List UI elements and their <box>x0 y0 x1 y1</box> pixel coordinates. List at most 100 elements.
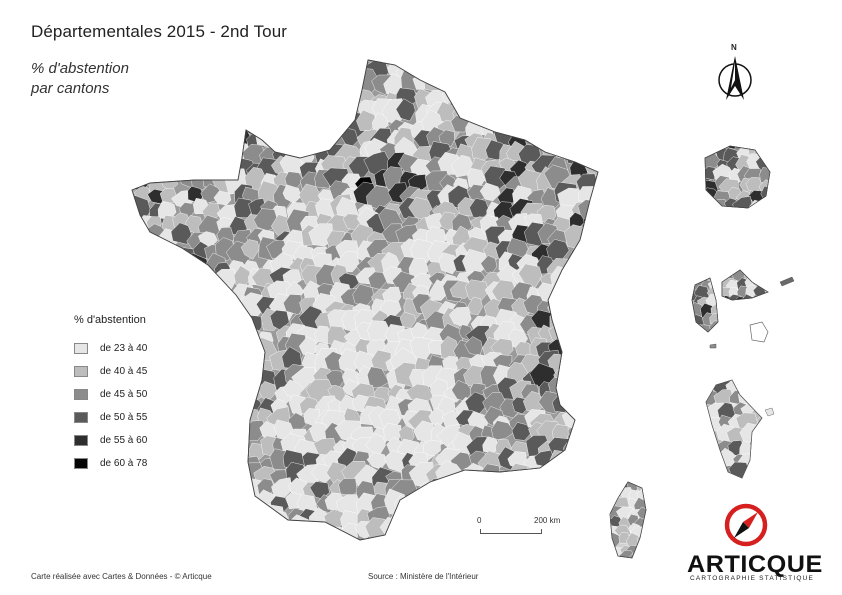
canton-cell <box>438 129 455 148</box>
canton-cell <box>551 131 572 155</box>
canton-cell <box>173 60 195 65</box>
canton-cell <box>189 71 211 92</box>
canton-cell <box>718 312 733 325</box>
canton-cell <box>237 507 262 531</box>
canton-cell <box>144 493 166 513</box>
canton-cell <box>167 395 192 420</box>
canton-cell <box>187 451 211 474</box>
canton-cell <box>172 371 196 393</box>
canton-cell <box>559 264 585 294</box>
canton-cell <box>293 60 321 82</box>
canton-cell <box>214 294 236 315</box>
canton-cell <box>706 451 720 466</box>
canton-cell <box>194 452 224 481</box>
canton-cell <box>760 294 768 309</box>
canton-cell <box>536 109 558 132</box>
canton-cell <box>132 269 140 290</box>
canton-cell <box>287 103 312 126</box>
canton-cell <box>755 395 762 410</box>
canton-cell <box>245 353 264 369</box>
canton-cell <box>579 144 598 168</box>
canton-cell <box>132 273 153 293</box>
canton-cell <box>173 488 194 512</box>
canton-cell <box>706 270 726 275</box>
canton-cell <box>132 184 134 208</box>
canton-cell <box>505 72 526 92</box>
canton-cell <box>753 302 768 317</box>
canton-cell <box>202 158 221 179</box>
canton-cell <box>456 521 474 537</box>
canton-cell <box>211 497 233 522</box>
canton-cell <box>760 274 768 290</box>
canton-cell <box>733 302 750 319</box>
canton-cell <box>271 87 295 111</box>
canton-cell <box>736 310 751 325</box>
canton-cell <box>558 379 586 408</box>
canton-cell <box>723 306 736 317</box>
canton-cell <box>565 89 586 107</box>
canton-cell <box>200 491 224 512</box>
canton-cell <box>481 80 509 106</box>
canton-cell <box>478 495 498 513</box>
canton-cell <box>744 270 758 272</box>
canton-cell <box>761 305 768 318</box>
canton-cell <box>583 503 598 525</box>
canton-cell <box>230 60 254 67</box>
canton-cell <box>582 393 598 415</box>
legend-label: de 23 à 40 <box>100 343 148 354</box>
scale-start-label: 0 <box>477 516 482 525</box>
legend-swatch <box>74 343 88 354</box>
north-label: N <box>731 43 737 52</box>
canton-cell <box>577 102 597 127</box>
canton-cell <box>560 448 584 468</box>
canton-cell <box>513 85 530 102</box>
canton-cell <box>325 104 346 124</box>
canton-cell <box>752 294 768 310</box>
mayotte-map <box>705 379 775 479</box>
canton-cell <box>287 120 305 138</box>
canton-cell <box>269 132 290 151</box>
canton-cell <box>225 112 250 134</box>
canton-cell <box>338 79 360 95</box>
canton-cell <box>177 161 196 177</box>
canton-cell <box>692 284 694 300</box>
legend-swatch <box>74 412 88 423</box>
canton-cell <box>757 200 770 208</box>
canton-cell <box>187 494 208 514</box>
canton-cell <box>714 270 730 273</box>
canton-cell <box>167 268 198 295</box>
canton-cell <box>580 238 598 259</box>
canton-cell <box>228 427 246 445</box>
canton-cell <box>482 521 508 540</box>
canton-cell <box>452 479 473 500</box>
canton-cell <box>338 478 358 496</box>
canton-cell <box>274 117 298 140</box>
canton-cell <box>610 521 613 539</box>
canton-cell <box>455 511 474 527</box>
canton-cell <box>511 422 532 441</box>
canton-cell <box>479 182 501 202</box>
canton-cell <box>230 352 251 371</box>
canton-cell <box>491 420 515 441</box>
canton-cell <box>211 370 234 394</box>
canton-cell <box>323 60 348 70</box>
canton-cell <box>201 355 225 379</box>
canton-cell <box>561 127 582 150</box>
canton-cell <box>399 60 426 71</box>
canton-cell <box>152 69 182 93</box>
canton-cell <box>237 95 265 124</box>
credit-text: Carte réalisée avec Cartes & Données - ©… <box>31 572 212 581</box>
canton-cell <box>142 159 162 177</box>
canton-cell <box>176 521 195 540</box>
legend-swatch <box>74 458 88 469</box>
canton-cell <box>271 60 293 83</box>
canton-cell <box>190 128 213 151</box>
canton-cell <box>185 92 208 113</box>
canton-cell <box>187 383 207 406</box>
canton-cell <box>480 478 501 499</box>
canton-cell <box>561 321 585 342</box>
canton-cell <box>132 133 150 152</box>
canton-cell <box>565 372 583 390</box>
canton-cell <box>540 60 562 70</box>
canton-cell <box>705 166 717 181</box>
